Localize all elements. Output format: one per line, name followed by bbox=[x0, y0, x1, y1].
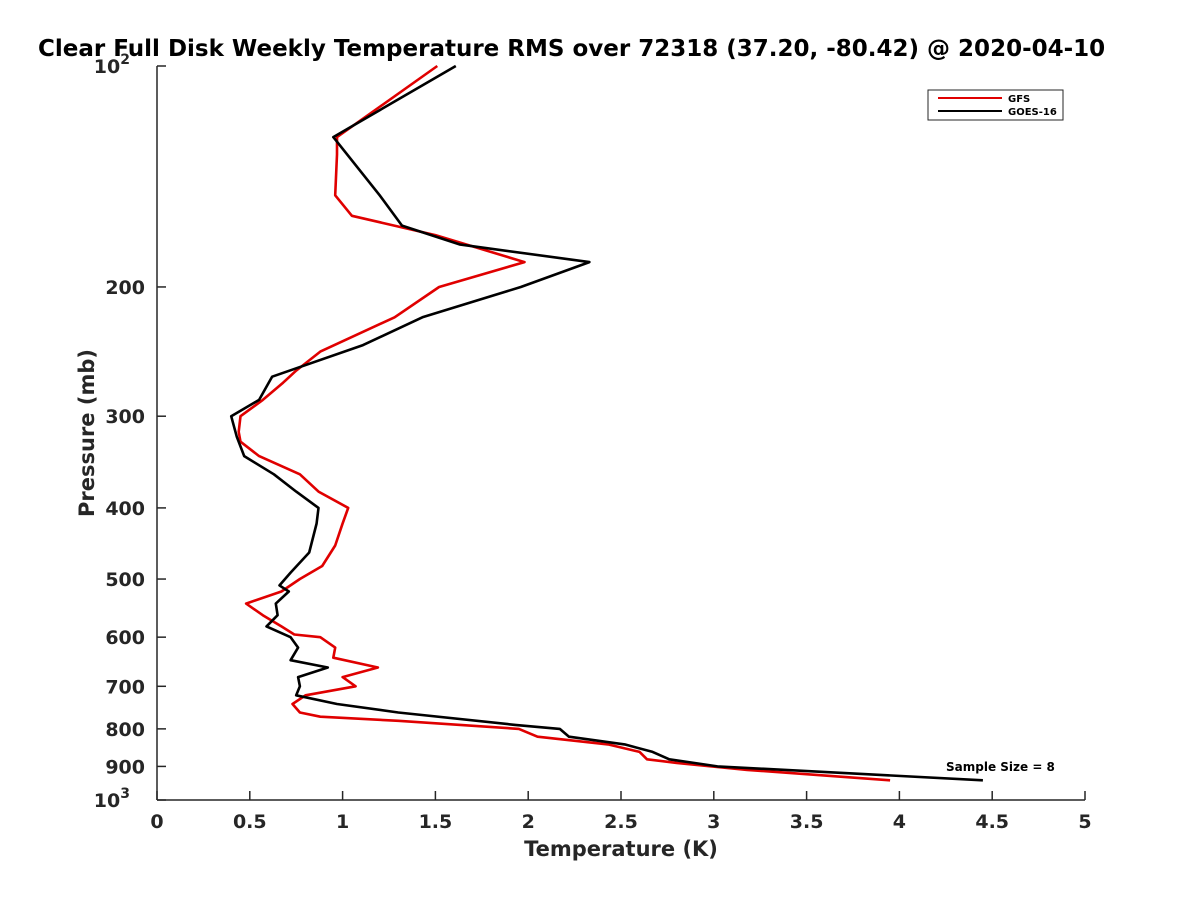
y-tick-label: 900 bbox=[105, 756, 145, 778]
x-tick-label: 3.5 bbox=[790, 811, 824, 833]
chart-title: Clear Full Disk Weekly Temperature RMS o… bbox=[38, 36, 1105, 62]
plot-series bbox=[229, 64, 983, 782]
x-tick-label: 3 bbox=[707, 811, 720, 833]
y-tick-label: 400 bbox=[105, 498, 145, 520]
y-tick-label: 102 bbox=[94, 52, 130, 78]
x-tick-label: 0.5 bbox=[233, 811, 267, 833]
x-tick-label: 2 bbox=[522, 811, 535, 833]
x-tick-label: 0 bbox=[150, 811, 163, 833]
y-tick-label: 700 bbox=[105, 676, 145, 698]
legend: GFS GOES-16 bbox=[927, 89, 1064, 121]
legend-label-gfs: GFS bbox=[1008, 94, 1030, 105]
x-ticks: 0 0.5 1 1.5 2 2.5 3 3.5 4 4.5 5 bbox=[150, 791, 1092, 833]
sample-size-annotation: Sample Size = 8 bbox=[946, 760, 1055, 774]
x-tick-label: 4 bbox=[893, 811, 906, 833]
y-axis-label: Pressure (mb) bbox=[75, 349, 99, 517]
y-tick-label: 300 bbox=[105, 406, 145, 428]
x-tick-label: 4.5 bbox=[975, 811, 1009, 833]
y-tick-label: 103 bbox=[94, 786, 130, 812]
y-tick-label: 200 bbox=[105, 277, 145, 299]
x-tick-label: 1.5 bbox=[419, 811, 453, 833]
x-axis-label: Temperature (K) bbox=[524, 837, 718, 861]
x-tick-label: 1 bbox=[336, 811, 349, 833]
y-tick-label: 600 bbox=[105, 627, 145, 649]
legend-label-goes16: GOES-16 bbox=[1008, 107, 1057, 118]
legend-box bbox=[927, 89, 1064, 121]
series-line-goes16 bbox=[229, 64, 983, 782]
y-tick-label: 500 bbox=[105, 569, 145, 591]
x-tick-label: 2.5 bbox=[604, 811, 638, 833]
x-tick-label: 5 bbox=[1078, 811, 1091, 833]
axes bbox=[156, 66, 1085, 801]
y-tick-label: 800 bbox=[105, 719, 145, 741]
series-line-gfs bbox=[237, 64, 891, 782]
y-ticks: 102 200 300 400 500 600 700 800 900 103 bbox=[94, 52, 166, 812]
